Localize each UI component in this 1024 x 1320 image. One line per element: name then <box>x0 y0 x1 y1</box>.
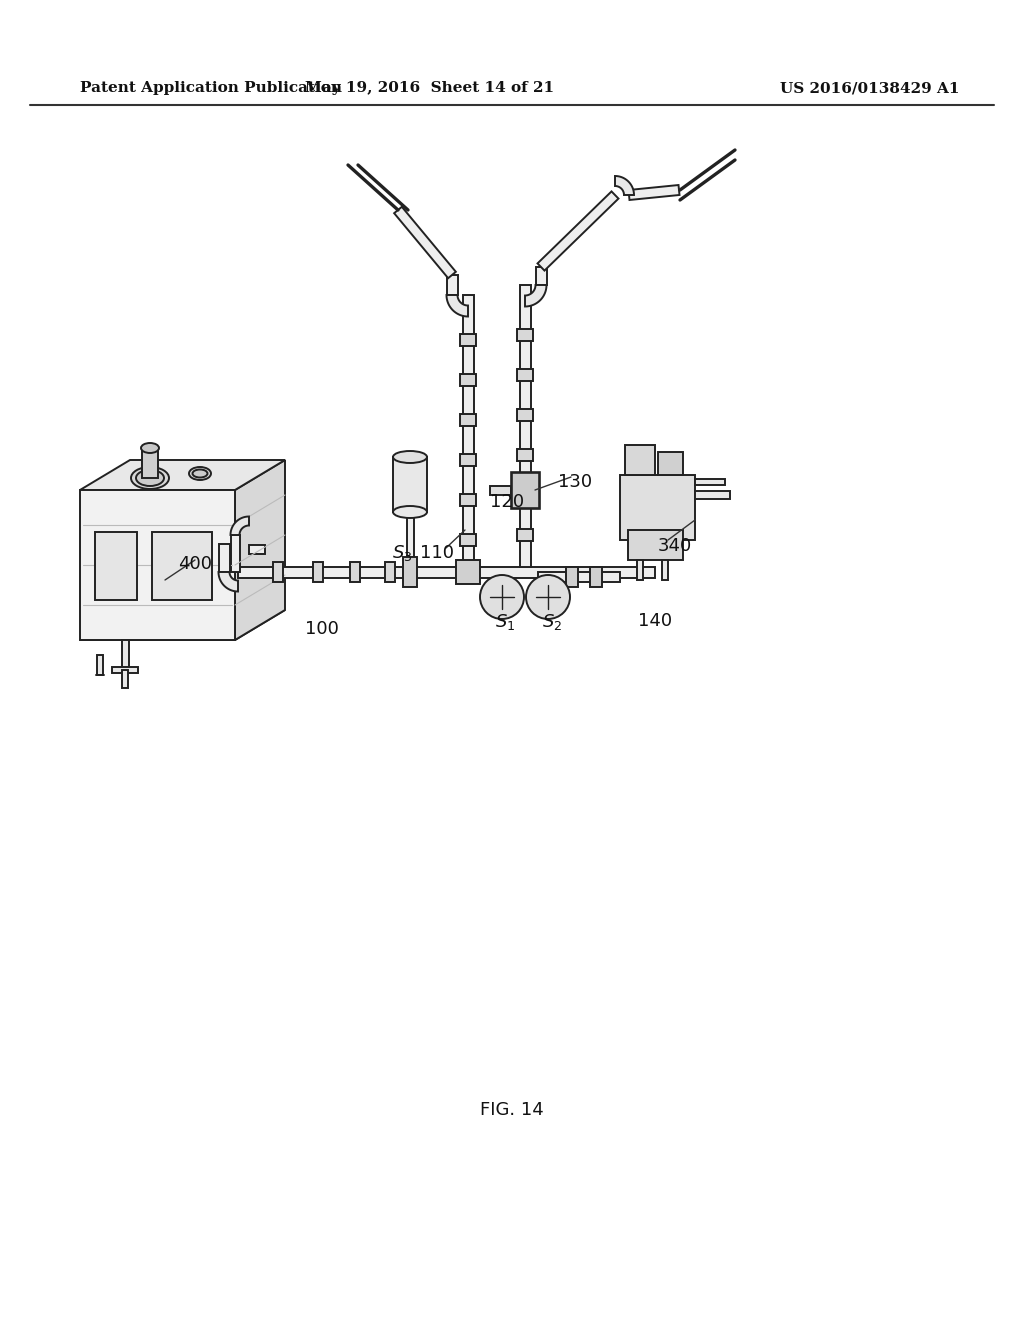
Bar <box>460 535 476 546</box>
Text: 110: 110 <box>420 544 454 562</box>
Polygon shape <box>112 667 138 673</box>
Polygon shape <box>234 459 285 640</box>
Bar <box>142 447 158 478</box>
Polygon shape <box>80 459 285 490</box>
Polygon shape <box>662 560 668 579</box>
Polygon shape <box>230 535 240 572</box>
Text: 400: 400 <box>178 554 212 573</box>
Bar <box>517 329 534 341</box>
Polygon shape <box>536 267 547 285</box>
Bar <box>385 562 395 582</box>
Polygon shape <box>629 185 680 199</box>
Ellipse shape <box>141 444 159 453</box>
Polygon shape <box>218 544 229 572</box>
Text: $S_2$: $S_2$ <box>542 612 562 632</box>
Polygon shape <box>80 610 285 640</box>
Polygon shape <box>538 572 620 582</box>
Bar <box>628 531 683 560</box>
Bar <box>350 562 360 582</box>
Bar <box>403 557 417 587</box>
Ellipse shape <box>189 467 211 480</box>
Circle shape <box>480 576 524 619</box>
Polygon shape <box>230 516 249 535</box>
Bar <box>517 449 534 461</box>
Ellipse shape <box>131 467 169 488</box>
Ellipse shape <box>193 470 208 478</box>
Ellipse shape <box>136 470 164 486</box>
Bar <box>590 568 602 587</box>
Bar <box>393 457 427 512</box>
Text: $S_1$: $S_1$ <box>495 612 515 632</box>
Ellipse shape <box>393 451 427 463</box>
Polygon shape <box>463 294 473 572</box>
Polygon shape <box>238 566 655 578</box>
Polygon shape <box>122 640 128 671</box>
Polygon shape <box>218 572 238 591</box>
Bar <box>620 475 695 540</box>
Text: US 2016/0138429 A1: US 2016/0138429 A1 <box>780 81 959 95</box>
Polygon shape <box>615 176 634 195</box>
Circle shape <box>526 576 570 619</box>
Ellipse shape <box>393 506 427 517</box>
Polygon shape <box>122 671 128 688</box>
Bar <box>460 414 476 426</box>
Polygon shape <box>249 544 265 553</box>
Bar <box>517 488 534 502</box>
Bar <box>658 451 683 475</box>
Polygon shape <box>446 275 458 294</box>
Text: 120: 120 <box>490 492 524 511</box>
Bar <box>95 532 137 601</box>
Bar <box>460 494 476 506</box>
Polygon shape <box>637 560 643 579</box>
Bar <box>80 490 234 640</box>
Polygon shape <box>407 512 414 557</box>
Polygon shape <box>490 486 511 495</box>
Bar <box>152 532 212 601</box>
Bar <box>566 568 578 587</box>
Polygon shape <box>519 285 530 568</box>
Bar <box>460 454 476 466</box>
Bar <box>456 560 480 583</box>
Text: $S_3$: $S_3$ <box>392 543 413 564</box>
Text: 100: 100 <box>305 620 339 638</box>
Bar <box>517 529 534 541</box>
Text: 140: 140 <box>638 612 672 630</box>
Polygon shape <box>695 491 730 499</box>
Text: FIG. 14: FIG. 14 <box>480 1101 544 1119</box>
Polygon shape <box>525 285 547 306</box>
Text: Patent Application Publication: Patent Application Publication <box>80 81 342 95</box>
Text: May 19, 2016  Sheet 14 of 21: May 19, 2016 Sheet 14 of 21 <box>305 81 555 95</box>
Bar <box>517 370 534 381</box>
Bar <box>460 374 476 385</box>
Bar <box>460 334 476 346</box>
Text: 130: 130 <box>558 473 592 491</box>
Polygon shape <box>97 655 103 675</box>
Text: 340: 340 <box>658 537 692 554</box>
Bar <box>511 473 539 508</box>
Polygon shape <box>446 294 468 317</box>
Bar <box>517 409 534 421</box>
Polygon shape <box>394 207 456 279</box>
Polygon shape <box>538 191 618 271</box>
Bar <box>313 562 323 582</box>
Polygon shape <box>695 479 725 484</box>
Bar <box>273 562 283 582</box>
Bar <box>625 445 655 475</box>
